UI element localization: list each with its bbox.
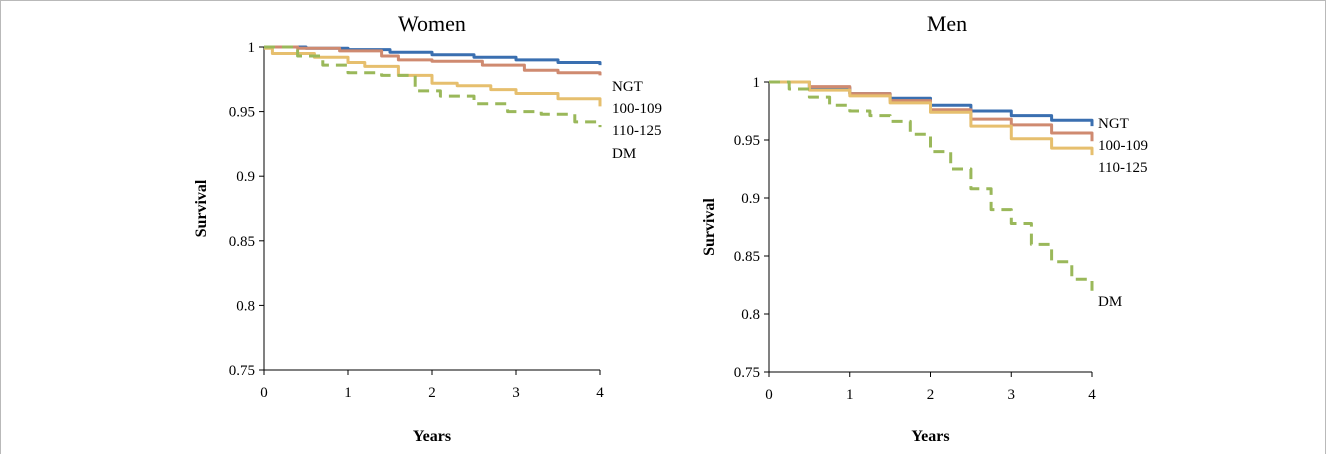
y-tick-label: 0.95 [734, 133, 760, 149]
series-line-110-125 [769, 80, 1094, 156]
x-tick-label: 3 [1008, 387, 1016, 403]
x-tick-label: 1 [344, 385, 352, 401]
series-label: NGT [1098, 116, 1129, 132]
x-tick-label: 0 [260, 385, 268, 401]
y-tick-label: 0.9 [741, 191, 760, 207]
y-tick-label: 0.85 [734, 249, 760, 265]
x-tick-label: 3 [512, 385, 520, 401]
series-label: DM [1098, 294, 1122, 310]
series-line-100-109 [264, 45, 602, 76]
series-label: 100-109 [612, 101, 662, 117]
series-line-dm [769, 80, 1094, 291]
chart-title: Men [927, 11, 967, 36]
y-tick-label: 0.8 [236, 298, 255, 314]
series-label: 110-125 [1098, 160, 1147, 176]
series-label: DM [612, 146, 636, 162]
x-axis-label: Years [911, 428, 949, 445]
x-tick-label: 4 [1088, 387, 1096, 403]
x-tick-label: 0 [765, 387, 773, 403]
y-axis-label: Survival [193, 179, 210, 237]
x-tick-label: 4 [596, 385, 604, 401]
series-label: NGT [612, 79, 643, 95]
y-tick-label: 1 [248, 40, 256, 56]
series-label: 100-109 [1098, 138, 1148, 154]
y-tick-label: 0.95 [229, 105, 255, 121]
x-tick-label: 1 [846, 387, 854, 403]
series-line-dm [264, 45, 602, 128]
y-tick-label: 1 [753, 75, 761, 91]
y-tick-label: 0.9 [236, 169, 255, 185]
y-tick-label: 0.85 [229, 234, 255, 250]
y-tick-label: 0.75 [229, 363, 255, 379]
x-axis-label: Years [413, 428, 451, 445]
x-tick-label: 2 [927, 387, 935, 403]
series-label: 110-125 [612, 123, 661, 139]
y-axis-label: Survival [701, 198, 718, 256]
x-tick-label: 2 [428, 385, 436, 401]
chart-title: Women [398, 11, 466, 36]
y-tick-label: 0.8 [741, 307, 760, 323]
y-tick-label: 0.75 [734, 365, 760, 381]
